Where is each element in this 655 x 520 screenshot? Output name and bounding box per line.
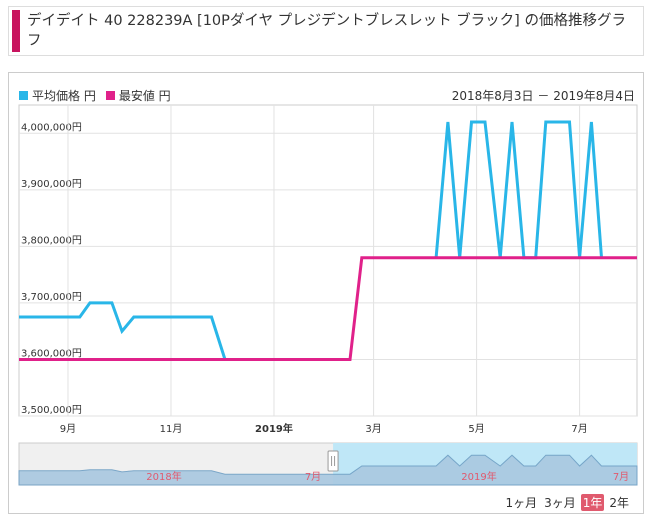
- chart-legend: 平均価格 円 最安値 円: [19, 87, 181, 104]
- legend-swatch-lowest: [105, 91, 115, 100]
- x-tick-label: 9月: [60, 423, 76, 435]
- title-bar: デイデイト 40 228239A [10Pダイヤ プレジデントブレスレット ブラ…: [8, 6, 644, 56]
- range-option-1[interactable]: 3ヶ月: [544, 496, 576, 510]
- navigator-series: [18, 454, 638, 486]
- range-selector: 1ヶ月 3ヶ月 1年 2年: [503, 494, 631, 511]
- y-tick-label: 3,900,000円: [21, 179, 82, 190]
- title-accent-bar: [12, 10, 20, 52]
- navigator-label: 7月: [305, 471, 321, 483]
- series-line-lowest: [19, 256, 637, 361]
- navigator-label: 2019年: [461, 470, 496, 483]
- y-tick-label: 3,500,000円: [21, 405, 82, 416]
- x-tick-label: 7月: [571, 423, 587, 435]
- navigator-handle[interactable]: [327, 450, 339, 472]
- series-line-average: [434, 120, 603, 260]
- x-tick-label: 3月: [365, 423, 381, 435]
- legend-swatch-average: [19, 91, 28, 100]
- price-chart: 3,500,000円 3,600,000円 3,700,000円 3,800,000円…: [18, 104, 638, 486]
- legend-label-lowest: 最安値 円: [118, 89, 171, 103]
- navigator-label: 7月: [613, 471, 629, 483]
- plot-area: [18, 104, 638, 417]
- y-tick-label: 4,000,000円: [21, 122, 82, 133]
- x-tick-label: 11月: [160, 423, 183, 435]
- legend-item-lowest[interactable]: 最安値 円: [105, 87, 171, 104]
- legend-item-average[interactable]: 平均価格 円: [19, 87, 96, 104]
- series-line-average: [19, 301, 227, 360]
- x-tick-label: 5月: [468, 423, 484, 435]
- y-tick-label: 3,800,000円: [21, 235, 82, 246]
- page-title: デイデイト 40 228239A [10Pダイヤ プレジデントブレスレット ブラ…: [27, 13, 626, 49]
- x-tick-label: 2019年: [255, 422, 293, 435]
- range-option-0[interactable]: 1ヶ月: [505, 496, 538, 510]
- y-tick-label: 3,700,000円: [21, 292, 82, 303]
- date-range-label: 2018年8月3日 － 2019年8月4日: [451, 89, 635, 103]
- chart-panel: 平均価格 円 最安値 円 2018年8月3日 － 2019年8月4日 3,500…: [8, 72, 644, 514]
- navigator-label: 2018年: [146, 470, 181, 483]
- legend-label-average: 平均価格 円: [32, 89, 96, 103]
- y-tick-label: 3,600,000円: [21, 348, 82, 359]
- range-option-3[interactable]: 2年: [609, 496, 629, 510]
- range-option-2[interactable]: 1年: [580, 494, 605, 511]
